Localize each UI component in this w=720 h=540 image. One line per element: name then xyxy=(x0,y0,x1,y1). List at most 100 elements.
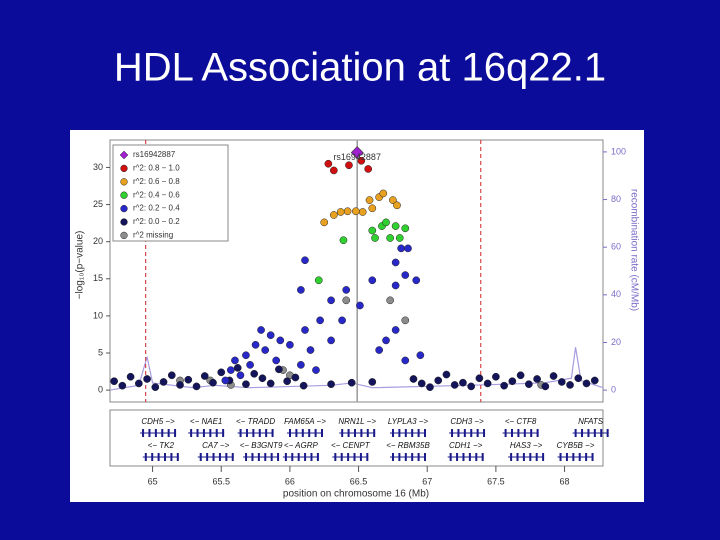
gene-exon xyxy=(154,429,157,437)
gene-exon xyxy=(353,429,356,437)
gene-exon xyxy=(310,453,313,461)
snp-point xyxy=(324,159,333,168)
lead-snp xyxy=(350,146,364,160)
gene-exon xyxy=(218,453,221,461)
gene-label: HAS3 −> xyxy=(510,441,543,450)
snp-point xyxy=(391,281,400,290)
snp-point xyxy=(200,372,209,380)
gene-exon xyxy=(529,453,532,461)
gene-exon xyxy=(167,429,170,437)
gene-exon xyxy=(451,429,454,437)
snp-point xyxy=(283,377,292,386)
snp-point xyxy=(364,165,373,173)
snp-point xyxy=(386,234,394,242)
gene-exon xyxy=(475,453,478,461)
gene-label: CYB5B −> xyxy=(557,441,595,450)
snp-point xyxy=(299,381,308,390)
snp-point xyxy=(357,156,366,165)
y-tick-label: 25 xyxy=(93,199,103,209)
snp-point xyxy=(272,356,281,365)
gene-exon xyxy=(517,429,520,437)
snp-point xyxy=(276,336,285,345)
legend-label: r^2: 0.4 − 0.6 xyxy=(133,190,180,199)
legend-label: r^2: 0.2 − 0.4 xyxy=(133,204,180,213)
y-tick-label: 30 xyxy=(93,162,103,172)
gene-exon xyxy=(449,453,452,461)
gene-exon xyxy=(202,429,205,437)
snp-point xyxy=(434,376,443,385)
gene-exon xyxy=(468,453,471,461)
gene-exon xyxy=(340,453,343,461)
gene-label: <− CTF8 xyxy=(505,417,537,426)
gene-exon xyxy=(587,429,590,437)
snp-point xyxy=(508,377,517,386)
snp-point xyxy=(351,207,360,216)
legend-marker xyxy=(120,191,128,199)
y-tick-label: 15 xyxy=(93,273,103,283)
snp-point xyxy=(327,336,335,345)
gene-exon xyxy=(565,453,568,461)
legend-box xyxy=(112,144,229,242)
snp-point xyxy=(426,383,434,392)
snp-point xyxy=(275,365,283,374)
snp-point xyxy=(524,380,533,389)
snp-point xyxy=(416,351,425,360)
snp-point xyxy=(401,271,410,279)
snp-point xyxy=(266,379,275,388)
gene-exon xyxy=(164,453,167,461)
gene-exon xyxy=(206,453,209,461)
snp-point xyxy=(192,382,201,391)
legend-marker xyxy=(120,178,128,186)
gene-label: LYPLA3 −> xyxy=(388,417,429,426)
x-tick-label: 67 xyxy=(422,476,432,486)
gene-label: NFATS xyxy=(578,417,604,426)
legend-marker xyxy=(119,150,129,160)
snp-point xyxy=(134,379,143,388)
gene-exon xyxy=(215,429,218,437)
gene-exon xyxy=(270,453,273,461)
gene-exon xyxy=(264,453,267,461)
gene-exon xyxy=(530,429,533,437)
snp-point xyxy=(226,366,235,374)
gene-exon xyxy=(457,429,460,437)
snp-point xyxy=(242,380,250,389)
snp-point xyxy=(574,374,583,383)
gene-exon xyxy=(359,453,362,461)
gene-exon xyxy=(578,453,581,461)
snp-point xyxy=(151,383,160,392)
gene-exon xyxy=(176,453,179,461)
y2-tick-label: 40 xyxy=(611,289,621,299)
gene-exon xyxy=(462,453,465,461)
snp-point xyxy=(258,374,267,383)
snp-point xyxy=(250,369,259,378)
snp-point xyxy=(590,376,599,385)
gene-exon xyxy=(423,429,426,437)
gene-exon xyxy=(316,453,319,461)
gene-label: <− NAE1 xyxy=(190,417,222,426)
snp-point xyxy=(209,378,217,387)
x-tick-label: 68 xyxy=(560,476,570,486)
snp-point xyxy=(391,222,400,230)
y2-tick-label: 20 xyxy=(611,337,621,347)
legend-label: rs16942887 xyxy=(133,150,176,159)
gene-exon xyxy=(301,429,304,437)
snp-point xyxy=(167,371,176,380)
gene-label: CDH3 −> xyxy=(450,417,484,426)
gene-exon xyxy=(231,453,234,461)
snp-point xyxy=(221,376,230,385)
snp-point xyxy=(566,381,574,389)
snp-point xyxy=(314,276,323,285)
snp-point xyxy=(329,211,338,219)
snp-point xyxy=(397,244,405,253)
y-axis-label: −log₁₀(p−value) xyxy=(75,231,86,300)
gene-exon xyxy=(523,429,526,437)
legend-label: r^2: 0.8 − 1.0 xyxy=(133,164,180,173)
snp-point xyxy=(176,381,184,389)
legend-marker xyxy=(120,231,128,240)
snp-point xyxy=(393,201,401,210)
gene-exon xyxy=(559,453,562,461)
gene-exon xyxy=(542,453,545,461)
snp-point xyxy=(286,340,294,349)
gene-exon xyxy=(411,453,414,461)
